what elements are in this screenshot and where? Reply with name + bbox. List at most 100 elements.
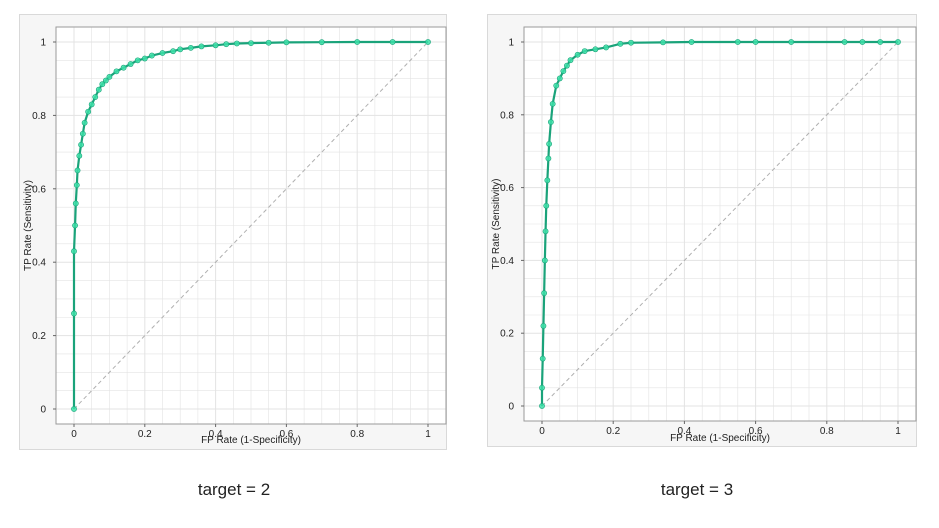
y-tick-label: 0.2 [32,331,46,342]
x-tick-label: 1 [425,429,431,440]
roc-point [539,355,546,362]
roc-point [159,50,166,56]
y-tick-label: 1 [40,38,46,49]
roc-point [541,257,548,264]
roc-point [141,55,148,62]
roc-point [212,42,219,49]
roc-point [74,167,81,174]
roc-point [95,86,102,93]
roc-point [177,46,184,53]
x-axis-label: FP Rate (1-Specificity) [670,433,770,444]
x-tick-label: 0.2 [138,429,152,440]
roc-point [859,39,866,45]
roc-point [592,46,599,53]
roc-point [539,384,545,391]
roc-point [628,39,634,46]
roc-point [88,101,95,108]
roc-point [617,40,624,47]
roc-point [425,39,431,45]
roc-point [688,39,695,45]
x-tick-label: 0 [71,429,77,440]
y-tick-label: 0.4 [500,256,514,267]
roc-point [120,64,127,71]
roc-point [788,39,795,45]
roc-point [248,40,254,47]
roc-point [170,48,177,55]
roc-point [73,182,80,189]
roc-point [81,119,88,126]
roc-point [223,41,230,48]
x-tick-label: 0.4 [209,429,223,440]
roc-chart-panel-target-2: 0 0.2 0.4 0.6 0.8 1 0 0.2 0.4 0.6 0.8 1 FP Rate (1-S… [19,14,447,450]
roc-point [545,155,552,162]
roc-point [549,100,556,107]
roc-point [148,52,155,59]
roc-point [113,68,120,75]
roc-point [556,75,563,82]
y-tick-label: 0.6 [500,183,514,194]
roc-point [71,310,77,317]
roc-point [542,228,549,235]
roc-point [564,62,570,69]
roc-point [548,119,554,125]
roc-point [546,141,553,147]
reference-diagonal-line [73,41,429,410]
x-tick-label: 0.6 [749,426,763,437]
roc-chart-target-2: 0 0.2 0.4 0.6 0.8 1 0 0.2 0.4 0.6 0.8 1 FP Rate (1-S… [23,26,447,446]
y-tick-label: 0.8 [500,110,514,121]
y-tick-label: 0 [40,405,46,416]
roc-point [553,82,560,89]
x-tick-label: 0.8 [350,429,364,440]
y-tick-label: 0.6 [32,184,46,195]
roc-chart-panel-target-3: 0 0.2 0.4 0.6 0.8 1 0 0.2 0.4 0.6 0.8 1 FP Rate (1-S… [487,14,917,447]
reference-diagonal-line [541,41,899,407]
roc-point [92,94,99,100]
roc-point [72,200,79,207]
roc-chart-target-3: 0 0.2 0.4 0.6 0.8 1 0 0.2 0.4 0.6 0.8 1 FP Rate (1-S… [491,26,917,444]
roc-point [134,57,141,64]
roc-point [76,152,83,159]
roc-point [71,248,77,255]
roc-point [79,130,86,137]
roc-point [99,81,106,88]
chart-caption-target-3: target = 3 [660,480,734,499]
roc-point [354,39,361,45]
roc-point [198,43,205,50]
y-axis-label: TP Rate (Sensitivity) [491,179,502,270]
x-axis-label: FP Rate (1-Specificity) [201,435,301,446]
roc-point [660,39,666,46]
roc-point [540,323,547,329]
roc-point [544,177,551,184]
roc-point [318,39,325,46]
x-tick-label: 0.4 [677,426,691,437]
roc-point [877,39,884,45]
roc-point [541,290,548,297]
plot-frame [523,26,917,422]
roc-point [603,44,609,51]
roc-point [265,39,272,46]
chart-caption-target-2: target = 2 [197,480,271,499]
x-tick-label: 1 [895,426,901,437]
plot-frame [55,26,447,425]
y-tick-label: 1 [508,38,514,49]
roc-point [895,39,901,45]
roc-point [389,39,396,45]
roc-point [106,73,113,80]
grid [524,27,916,421]
x-tick-label: 0.6 [279,429,293,440]
roc-point [581,48,588,54]
roc-point [85,108,92,115]
roc-point [78,141,84,148]
y-tick-label: 0.2 [500,329,514,340]
roc-point [127,61,134,67]
roc-point [752,39,759,45]
roc-point [841,39,848,45]
roc-point [734,39,741,45]
roc-point [102,77,109,84]
roc-point [567,57,574,64]
roc-point [71,406,77,412]
y-tick-label: 0.4 [32,258,46,269]
roc-point [72,222,78,229]
roc-point [560,68,567,75]
y-tick-label: 0 [508,402,514,413]
